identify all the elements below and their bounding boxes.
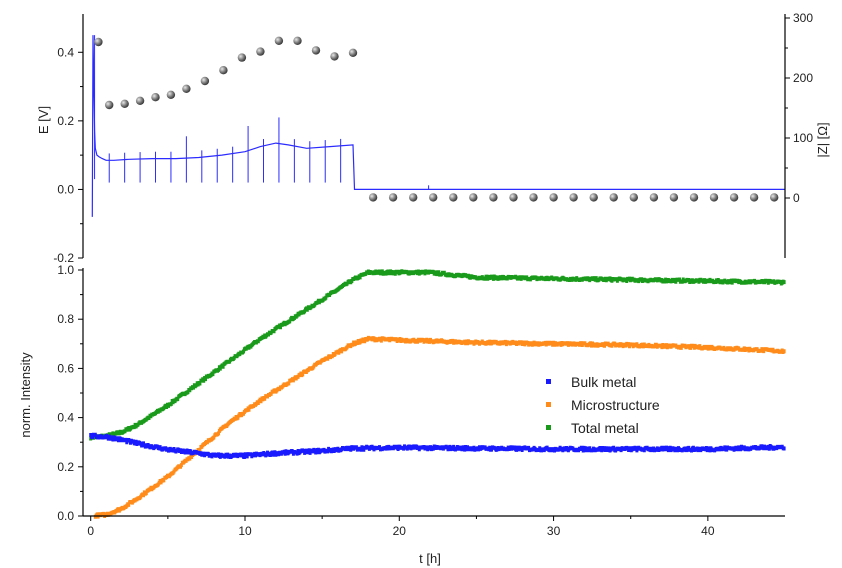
impedance-marker <box>429 193 438 202</box>
top-y2-tick-label: 0 <box>793 191 800 205</box>
bottom-axes: 0.0 0.2 0.4 0.6 0.8 1.0 0 10 20 30 40 <box>57 263 785 538</box>
impedance-marker <box>182 84 191 94</box>
bottom-y-tick-label: 0.6 <box>57 361 74 375</box>
legend-swatch-micro <box>546 402 551 407</box>
potential-spikes <box>94 35 430 190</box>
bottom-y-tick-label: 0.4 <box>57 411 74 425</box>
series-bulk-metal <box>89 432 786 459</box>
legend-label-total: Total metal <box>571 420 639 436</box>
series-total-metal <box>89 269 786 441</box>
impedance-marker <box>348 48 358 57</box>
top-y2-axis-title: |Z| [Ω] <box>815 122 830 157</box>
top-panel: -0.2 0.0 0.2 0.4 0 100 200 300 E [V] |Z| [Ω] <box>36 11 830 265</box>
impedance-marker <box>629 193 638 202</box>
top-y-axis-title: E [V] <box>36 106 51 134</box>
x-tick-label: 0 <box>87 524 94 538</box>
intensity-series <box>89 269 786 519</box>
bottom-y-tick-label: 0.0 <box>57 509 74 523</box>
impedance-marker <box>105 100 114 110</box>
x-tick-label: 10 <box>238 524 252 538</box>
impedance-marker <box>469 193 478 202</box>
x-tick-label: 30 <box>547 524 561 538</box>
impedance-marker <box>135 96 145 106</box>
impedance-marker <box>489 193 498 202</box>
impedance-marker <box>669 193 679 202</box>
legend-swatch-bulk <box>546 379 551 384</box>
impedance-marker <box>94 37 103 47</box>
legend-swatch-total <box>546 425 551 430</box>
impedance-marker <box>770 193 779 202</box>
series-marks <box>89 432 786 459</box>
impedance-marker <box>368 193 378 202</box>
legend-label-bulk: Bulk metal <box>571 374 636 390</box>
impedance-marker <box>509 193 518 202</box>
series-marks <box>93 335 786 519</box>
impedance-marker <box>409 193 418 202</box>
bottom-y-tick-label: 1.0 <box>57 263 74 277</box>
impedance-marker <box>330 52 339 61</box>
impedance-marker <box>120 99 129 109</box>
impedance-marker <box>549 193 558 202</box>
top-y-tick-label: 0.0 <box>57 182 74 196</box>
bottom-y-tick-label: 0.2 <box>57 460 74 474</box>
top-y-tick-label: 0.4 <box>57 45 74 59</box>
bottom-y-tick-label: 0.8 <box>57 312 74 326</box>
series-marks <box>89 269 786 441</box>
legend: Bulk metal Microstructure Total metal <box>546 374 660 436</box>
legend-label-micro: Microstructure <box>571 397 660 413</box>
impedance-marker <box>237 53 247 62</box>
impedance-marker <box>274 36 284 45</box>
impedance-marker <box>749 193 759 202</box>
impedance-marker <box>311 46 321 55</box>
impedance-marker <box>219 66 228 75</box>
bottom-panel: 0.0 0.2 0.4 0.6 0.8 1.0 0 10 20 30 40 norm. Intens… <box>18 263 786 566</box>
impedance-marker <box>529 193 538 202</box>
impedance-marker <box>200 76 210 86</box>
impedance-marker <box>166 90 176 100</box>
impedance-marker <box>449 193 458 202</box>
impedance-marker <box>689 193 699 202</box>
x-tick-label: 40 <box>701 524 715 538</box>
bottom-y-axis-title: norm. Intensity <box>18 352 33 438</box>
impedance-marker <box>709 193 719 202</box>
impedance-marker <box>569 193 578 202</box>
impedance-marker <box>609 193 618 202</box>
top-y2-tick-label: 300 <box>793 11 813 25</box>
potential-series-line <box>91 35 785 217</box>
impedance-marker <box>729 193 739 202</box>
x-axis-title: t [h] <box>419 551 441 566</box>
impedance-marker <box>293 36 302 45</box>
impedance-marker <box>388 193 398 202</box>
top-y-tick-label: 0.2 <box>57 114 74 128</box>
impedance-marker <box>589 193 598 202</box>
impedance-markers <box>94 36 779 202</box>
series-microstructure <box>93 335 786 519</box>
top-y-tick-label: -0.2 <box>53 251 74 265</box>
top-axes: -0.2 0.0 0.2 0.4 0 100 200 300 <box>53 11 813 265</box>
impedance-marker <box>649 193 659 202</box>
x-tick-label: 20 <box>393 524 407 538</box>
impedance-marker <box>151 93 160 102</box>
top-y2-tick-label: 200 <box>793 71 813 85</box>
top-y2-tick-label: 100 <box>793 131 813 145</box>
impedance-marker <box>256 47 265 56</box>
